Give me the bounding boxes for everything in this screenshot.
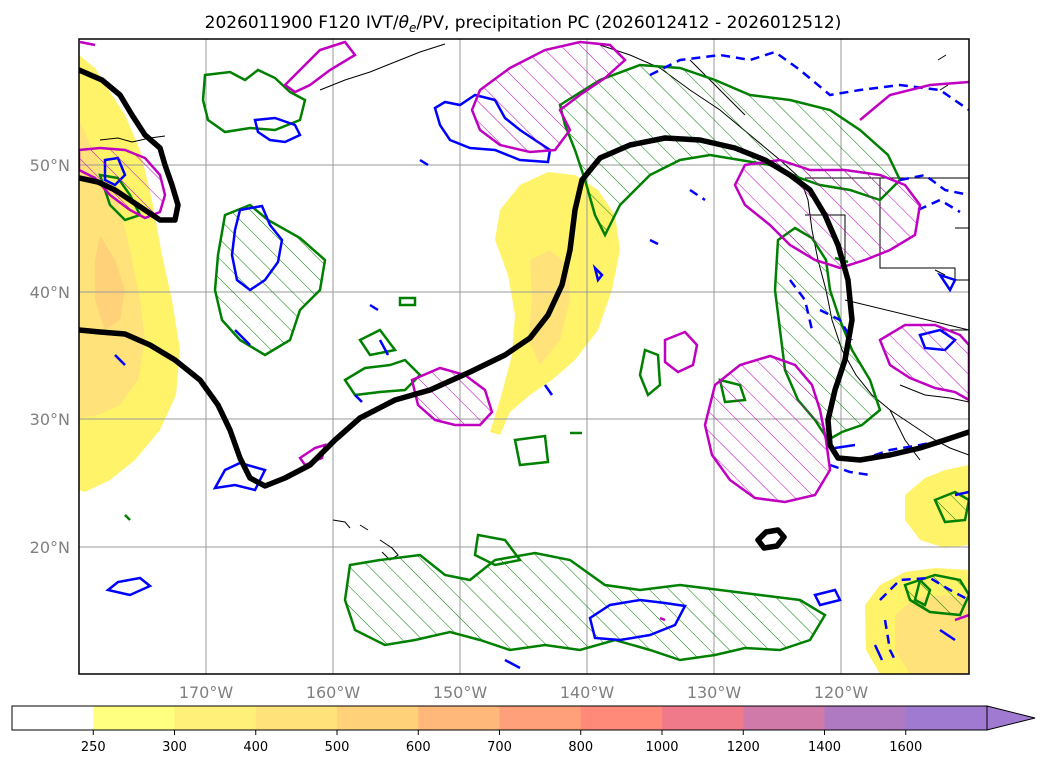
lat-label: 50°N — [30, 156, 70, 175]
colorbar-tick-label: 1000 — [645, 740, 678, 755]
lon-label: 140°W — [560, 683, 615, 702]
lat-label: 20°N — [30, 538, 70, 557]
colorbar-ticks: 250 300 400 500 600 700 800 1000 1200 1400 1600 — [81, 730, 922, 755]
blue-dashed-contours — [649, 50, 969, 661]
colorbar-tick-label: 300 — [162, 740, 187, 755]
colorbar-tick-label: 1200 — [727, 740, 760, 755]
colorbar-segment — [499, 706, 582, 730]
colorbar-segment — [255, 706, 338, 730]
colorbar-extend-arrow — [986, 705, 1036, 731]
map-title: 2026011900 F120 IVT/θe/PV, precipitation… — [205, 13, 842, 35]
colorbar-segment — [662, 706, 744, 730]
map-frame — [78, 38, 970, 675]
colorbar-segment — [93, 706, 175, 730]
pv-contours — [79, 67, 969, 551]
colorbar-tick-label: 250 — [81, 740, 106, 755]
colorbar-tick-label: 700 — [487, 740, 512, 755]
lon-label: 120°W — [814, 683, 869, 702]
colorbar-segment — [824, 706, 907, 730]
lat-label: 30°N — [30, 410, 70, 429]
latitude-labels: 50°N 40°N 30°N 20°N — [30, 156, 70, 557]
colorbar-tick-label: 800 — [568, 740, 593, 755]
colorbar-segment — [418, 706, 500, 730]
colorbar-tick-label: 600 — [406, 740, 431, 755]
colorbar-segment — [905, 706, 988, 730]
lon-label: 150°W — [433, 683, 488, 702]
lat-label: 40°N — [30, 283, 70, 302]
map-panel — [78, 38, 970, 675]
colorbar-segments — [12, 706, 988, 730]
lon-label: 130°W — [687, 683, 742, 702]
colorbar-segment — [174, 706, 257, 730]
colorbar: 250 300 400 500 600 700 800 1000 1200 1400 1600 — [11, 705, 1036, 755]
lon-label: 160°W — [306, 683, 361, 702]
colorbar-segment — [337, 706, 419, 730]
colorbar-tick-label: 1600 — [889, 740, 922, 755]
colorbar-tick-label: 500 — [325, 740, 350, 755]
colorbar-tick-label: 1400 — [808, 740, 841, 755]
colorbar-segment — [743, 706, 825, 730]
longitude-labels: 170°W 160°W 150°W 140°W 130°W 120°W — [179, 683, 869, 702]
lon-label: 170°W — [179, 683, 234, 702]
colorbar-segment — [12, 706, 94, 730]
colorbar-tick-label: 400 — [243, 740, 268, 755]
colorbar-segment — [580, 706, 663, 730]
